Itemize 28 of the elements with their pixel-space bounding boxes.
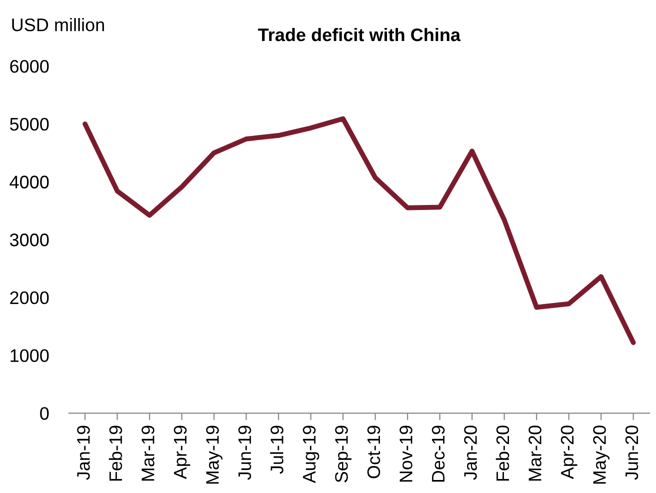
x-tick-label: May-20	[593, 426, 610, 484]
x-tick-label: Sep-19	[335, 426, 352, 482]
x-tick-label: Aug-19	[302, 426, 320, 484]
line-series	[82, 116, 636, 345]
x-tick-label: Nov-19	[400, 426, 412, 482]
x-tick-label: Dec-19	[432, 426, 445, 482]
chart-title: Trade deficit with China	[258, 28, 461, 42]
x-tick-label: Jun-19	[238, 426, 252, 480]
x-tick-label: Mar-19	[142, 426, 154, 481]
y-tick-label: 0	[40, 407, 49, 420]
x-tick-label: Jul-19	[270, 426, 284, 474]
x-tick-label: Jun-20	[625, 426, 638, 480]
x-tick-label: Feb-19	[108, 426, 122, 481]
y-tick-label: 3000	[10, 234, 49, 246]
y-tick-label: 4000	[10, 176, 49, 188]
x-tick-label: Apr-20	[560, 426, 578, 480]
y-tick-label: 1000	[10, 349, 49, 362]
y-tick-label: 2000	[10, 291, 49, 304]
x-tick-label: Jan-19	[77, 426, 90, 480]
x-tick-label: Mar-20	[528, 426, 542, 481]
x-tick-label: Jan-20	[464, 426, 477, 480]
x-tick-label: Feb-20	[496, 426, 510, 481]
y-tick-label: 6000	[10, 60, 49, 73]
x-tick-label: Apr-19	[174, 426, 190, 480]
y-tick-label: 5000	[10, 118, 49, 131]
y-axis-title: USD million	[12, 18, 104, 32]
x-tick-label: May-19	[206, 426, 222, 484]
x-tick-label: Oct-19	[367, 426, 380, 478]
